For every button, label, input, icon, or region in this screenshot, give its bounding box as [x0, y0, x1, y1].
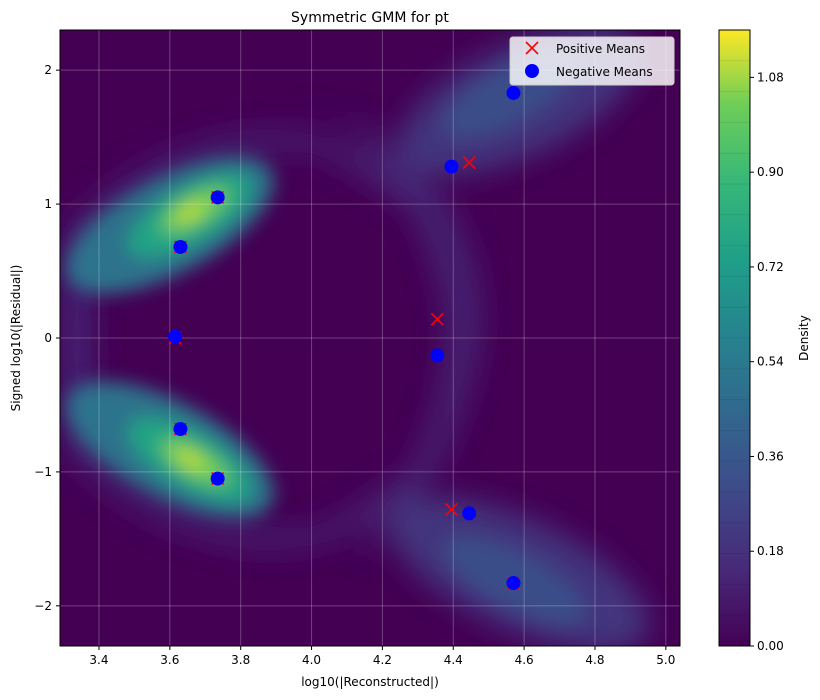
- negative-mean-marker: [444, 159, 459, 174]
- negative-mean-marker: [173, 239, 188, 254]
- y-tick-label: −1: [34, 465, 52, 479]
- legend: Positive Means Negative Means: [509, 36, 675, 86]
- y-tick-label: 0: [44, 331, 52, 345]
- x-tick-label: 4.2: [373, 653, 392, 667]
- grid-lines: [60, 30, 680, 646]
- legend-negative-label: Negative Means: [556, 65, 653, 79]
- chart-title: Symmetric GMM for pt: [291, 10, 449, 26]
- legend-negative-marker: [525, 64, 539, 78]
- negative-mean-marker: [506, 576, 521, 591]
- colorbar: 0.00 0.18 0.36 0.54 0.72 0.90 1.08 Density: [718, 29, 811, 653]
- x-axis-label: log10(|Reconstructed|): [301, 675, 439, 689]
- colorbar-tick-label: 0.54: [757, 355, 784, 369]
- negative-mean-marker: [506, 85, 521, 100]
- y-tick-label: −2: [34, 599, 52, 613]
- x-tick-label: 3.6: [160, 653, 179, 667]
- legend-positive-marker: [525, 41, 539, 55]
- colorbar-tick-label: 0.72: [757, 260, 784, 274]
- colorbar-tick-label: 0.00: [757, 639, 784, 653]
- y-tick-label: 2: [44, 63, 52, 77]
- negative-mean-marker: [173, 422, 188, 437]
- x-tick-label: 5.0: [656, 653, 675, 667]
- colorbar-tick-label: 0.90: [757, 165, 784, 179]
- legend-box: [509, 36, 675, 86]
- colorbar-tick-label: 0.18: [757, 544, 784, 558]
- mean-markers: [168, 85, 521, 591]
- x-tick-label: 4.8: [585, 653, 604, 667]
- x-tick-label: 3.8: [231, 653, 250, 667]
- x-tick-label: 4.6: [515, 653, 534, 667]
- negative-mean-marker: [210, 471, 225, 486]
- colorbar-label: Density: [797, 315, 811, 361]
- colorbar-tick-label: 0.36: [757, 449, 784, 463]
- colorbar-level-bands: [719, 60, 750, 616]
- colorbar-tick-label: 1.08: [757, 70, 784, 84]
- x-tick-label: 4.4: [444, 653, 463, 667]
- y-axis-ticks: −2 −1 0 1 2: [34, 63, 60, 613]
- legend-positive-label: Positive Means: [556, 42, 645, 56]
- positive-mean-marker: [444, 502, 459, 516]
- x-axis-ticks: 3.4 3.6 3.8 4.0 4.2 4.4 4.6 4.8 5.0: [89, 646, 675, 667]
- positive-mean-marker: [462, 156, 476, 170]
- colorbar-ticks: 0.00 0.18 0.36 0.54 0.72 0.90 1.08: [750, 70, 784, 653]
- colorbar-bar: [718, 29, 751, 647]
- negative-mean-marker: [210, 190, 225, 205]
- negative-mean-marker: [462, 506, 477, 521]
- x-tick-label: 3.4: [89, 653, 108, 667]
- negative-mean-marker: [430, 348, 445, 363]
- plot-area: [60, 30, 680, 646]
- y-axis-label: Signed log10(|Residual|): [9, 265, 23, 412]
- y-tick-label: 1: [44, 197, 52, 211]
- negative-mean-marker: [168, 329, 183, 344]
- positive-mean-marker: [430, 312, 444, 326]
- x-tick-label: 4.0: [302, 653, 321, 667]
